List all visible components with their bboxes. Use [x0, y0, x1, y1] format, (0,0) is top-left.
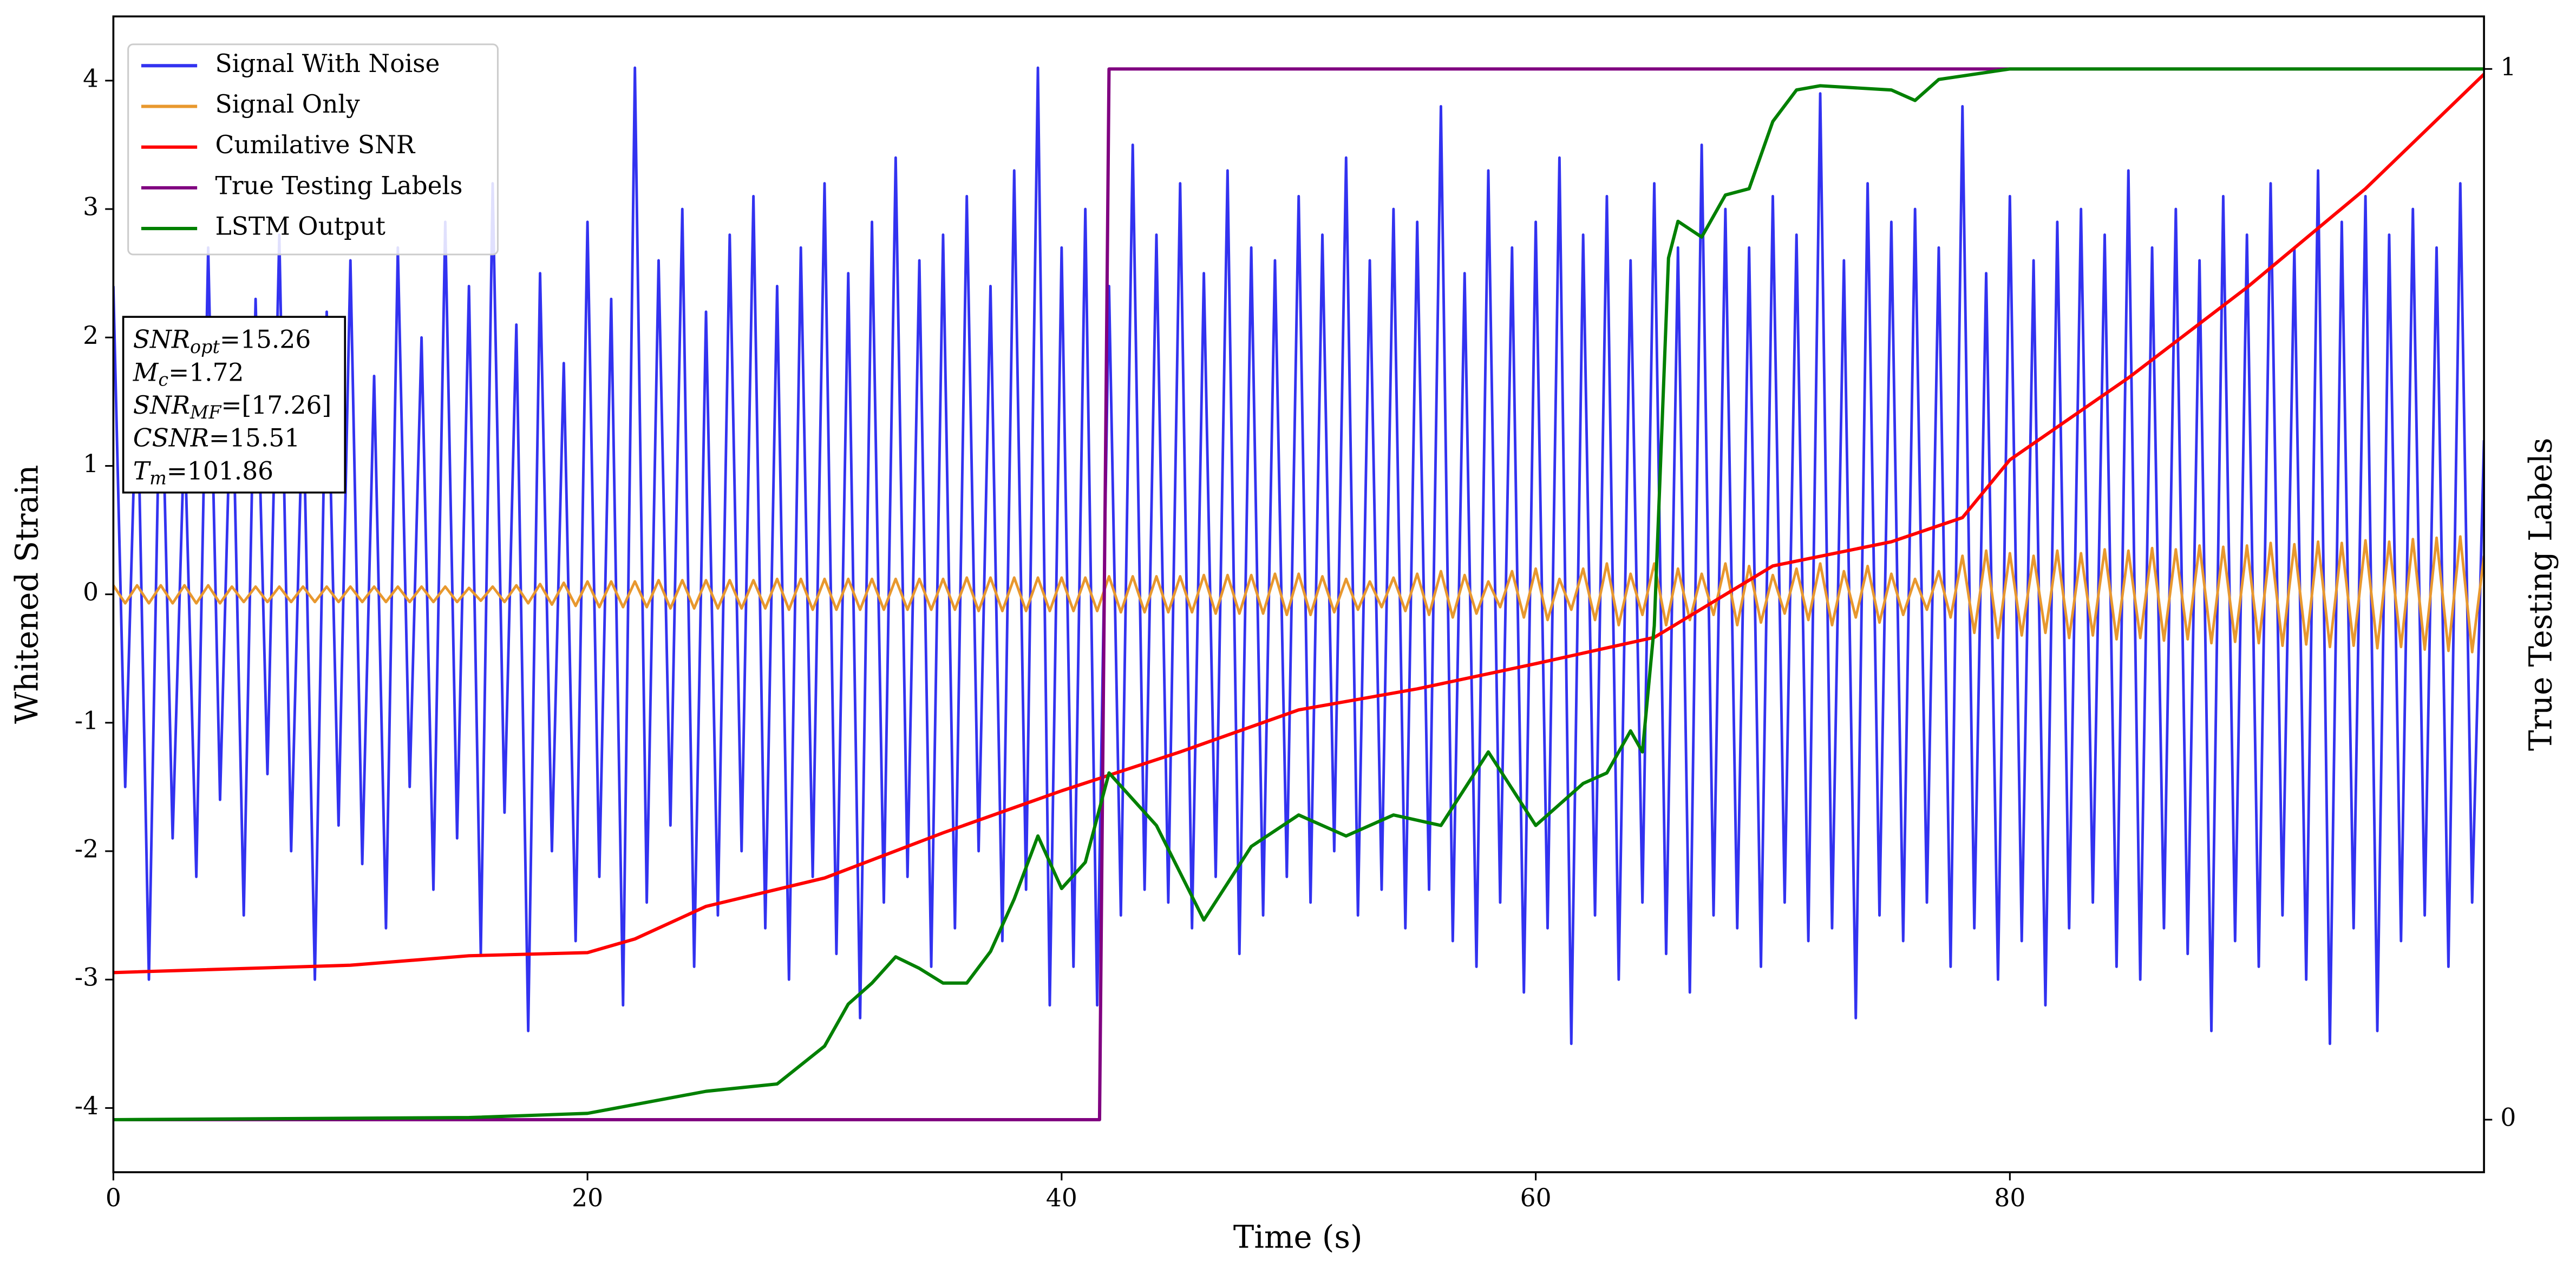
legend-label: Signal Only: [215, 90, 360, 119]
series-line: [113, 67, 2485, 1122]
annotation-text: =[17.26]: [221, 391, 331, 420]
annotation: SNRopt=15.26: [133, 325, 311, 357]
legend-label: LSTM Output: [215, 212, 385, 241]
annotation: SNRMF=[17.26]: [133, 391, 331, 423]
legend-label: Cumilative SNR: [215, 130, 416, 159]
annotation-symbol: T: [133, 456, 152, 485]
y2-axis-label: True Testing Labels: [2522, 437, 2559, 750]
annotation: Tm=101.86: [133, 456, 273, 489]
series-line: [113, 66, 2485, 1046]
annotation-symbol: M: [133, 358, 159, 387]
legend-label: Signal With Noise: [215, 49, 440, 78]
annotation-subscript: MF: [189, 402, 222, 423]
y-tick-label: -1: [75, 706, 99, 735]
annotation-subscript: m: [149, 467, 167, 488]
y2-tick-label: 0: [2500, 1103, 2516, 1132]
series-line: [113, 73, 2485, 975]
annotation-text: =1.72: [168, 358, 244, 387]
annotation: Mc=1.72: [133, 358, 244, 390]
y-tick-label: -2: [75, 835, 99, 864]
y-tick-label: 1: [83, 449, 99, 478]
annotation-subscript: opt: [190, 336, 220, 357]
annotation-symbol: SNR: [133, 325, 190, 354]
legend-label: True Testing Labels: [215, 171, 463, 200]
annotation-symbol: SNR: [133, 391, 190, 420]
x-tick-label: 40: [1046, 1184, 1077, 1212]
annotation-text: =15.26: [220, 325, 311, 354]
legend-box: [127, 43, 499, 256]
annotation-symbol: CSNR: [133, 423, 209, 452]
y-tick-label: 4: [83, 64, 99, 93]
plot-area: [113, 66, 2485, 1122]
y-tick-label: -4: [75, 1092, 99, 1120]
x-tick-label: 20: [572, 1184, 603, 1212]
annotation-subscript: c: [158, 369, 168, 390]
x-tick-label: 0: [106, 1184, 121, 1212]
y2-tick-label: 1: [2500, 53, 2516, 81]
annotation-text: =101.86: [167, 456, 273, 485]
y-tick-label: 0: [83, 578, 99, 606]
annotation-text: =15.51: [209, 423, 300, 452]
y-tick-label: 3: [83, 193, 99, 221]
annotation: CSNR=15.51: [133, 423, 300, 452]
annotation-box: [122, 316, 346, 494]
y-tick-label: 2: [83, 321, 99, 350]
x-axis-label: Time (s): [1233, 1219, 1363, 1255]
x-tick-label: 80: [1994, 1184, 2025, 1212]
series-line: [113, 535, 2485, 654]
y-axis-label: Whitened Strain: [9, 465, 45, 723]
x-tick-label: 60: [1520, 1184, 1552, 1212]
series-line: [113, 67, 2485, 1122]
y-tick-label: -3: [75, 963, 99, 992]
